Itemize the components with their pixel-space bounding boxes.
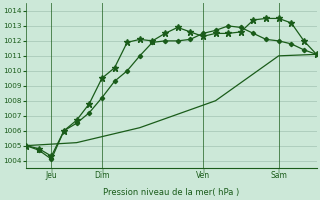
Text: Dim: Dim <box>94 171 110 180</box>
Text: Jeu: Jeu <box>45 171 57 180</box>
Text: Ven: Ven <box>196 171 210 180</box>
Text: |: | <box>278 167 280 173</box>
Text: |: | <box>101 167 103 173</box>
X-axis label: Pression niveau de la mer( hPa ): Pression niveau de la mer( hPa ) <box>103 188 239 197</box>
Text: |: | <box>50 167 52 173</box>
Text: |: | <box>202 167 204 173</box>
Text: Sam: Sam <box>270 171 287 180</box>
